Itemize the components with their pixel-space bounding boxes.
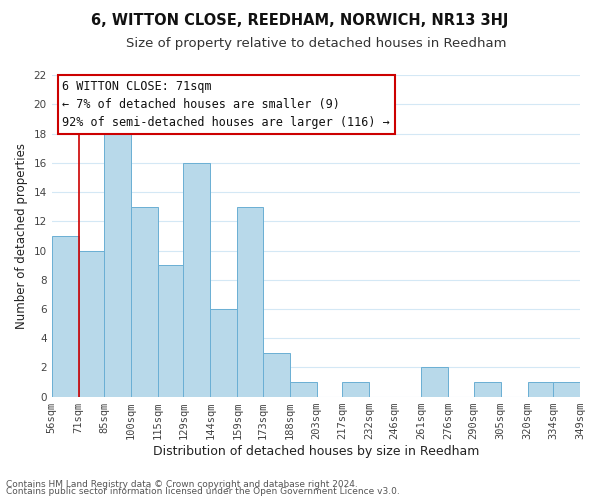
Bar [52, 236, 79, 396]
Bar [528, 382, 553, 396]
Bar [158, 265, 183, 396]
Bar [131, 206, 158, 396]
Bar [183, 163, 211, 396]
Bar [290, 382, 317, 396]
Bar [211, 309, 238, 396]
Bar [553, 382, 580, 396]
Text: Contains public sector information licensed under the Open Government Licence v3: Contains public sector information licen… [6, 488, 400, 496]
Text: 6, WITTON CLOSE, REEDHAM, NORWICH, NR13 3HJ: 6, WITTON CLOSE, REEDHAM, NORWICH, NR13 … [91, 12, 509, 28]
Bar [263, 353, 290, 397]
Bar [342, 382, 369, 396]
Y-axis label: Number of detached properties: Number of detached properties [15, 143, 28, 329]
Bar [421, 368, 448, 396]
Title: Size of property relative to detached houses in Reedham: Size of property relative to detached ho… [125, 38, 506, 51]
Bar [473, 382, 500, 396]
X-axis label: Distribution of detached houses by size in Reedham: Distribution of detached houses by size … [152, 444, 479, 458]
Text: 6 WITTON CLOSE: 71sqm
← 7% of detached houses are smaller (9)
92% of semi-detach: 6 WITTON CLOSE: 71sqm ← 7% of detached h… [62, 80, 390, 129]
Text: Contains HM Land Registry data © Crown copyright and database right 2024.: Contains HM Land Registry data © Crown c… [6, 480, 358, 489]
Bar [238, 206, 263, 396]
Bar [104, 134, 131, 396]
Bar [79, 250, 104, 396]
